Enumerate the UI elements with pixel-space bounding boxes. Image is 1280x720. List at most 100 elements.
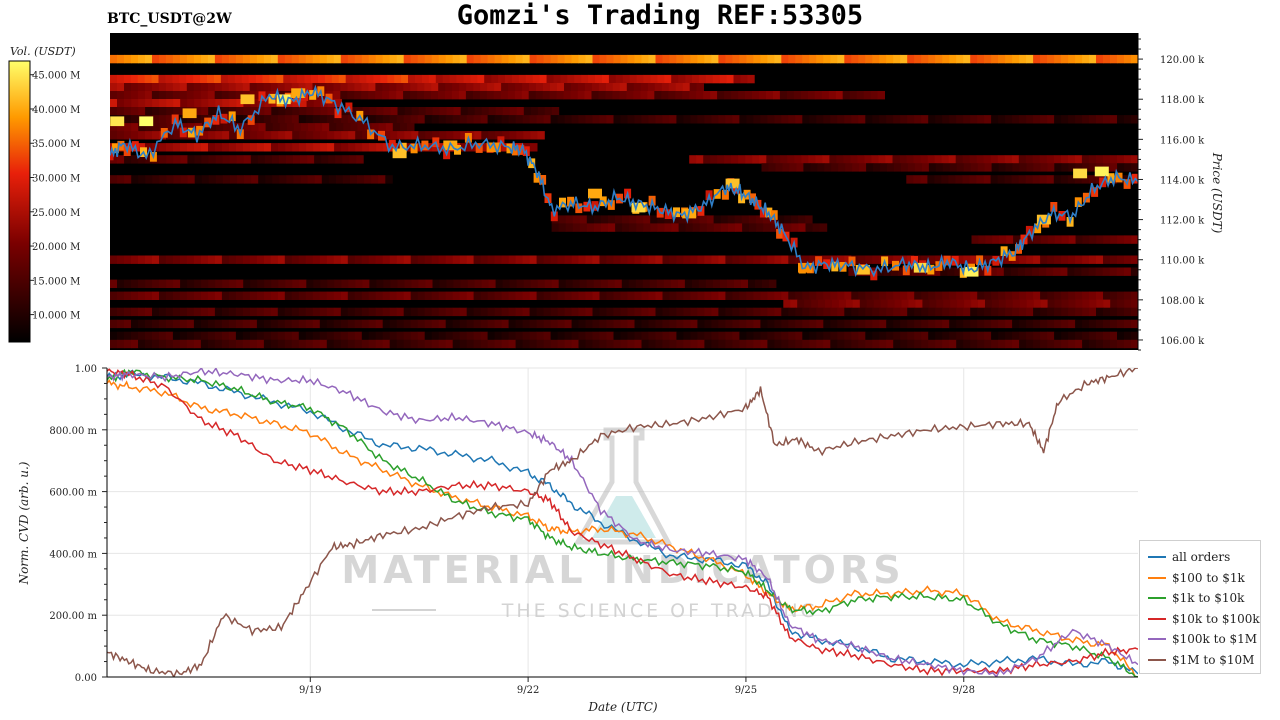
liquidity-band — [264, 279, 272, 288]
liquidity-band — [636, 74, 644, 84]
liquidity-band — [1116, 267, 1125, 276]
liquidity-band — [340, 319, 349, 329]
liquidity-band — [1026, 307, 1034, 317]
liquidity-band — [124, 83, 132, 92]
liquidity-band — [592, 307, 600, 317]
liquidity-band — [809, 115, 817, 124]
liquidity-band — [477, 74, 485, 84]
liquidity-band — [1124, 255, 1132, 264]
liquidity-band — [242, 319, 251, 329]
liquidity-band — [1004, 155, 1013, 164]
liquidity-band — [269, 74, 277, 84]
liquidity-band — [936, 299, 944, 308]
liquidity-band — [145, 54, 153, 64]
liquidity-band — [913, 175, 921, 184]
liquidity-band — [1013, 235, 1021, 244]
liquidity-band — [661, 83, 670, 92]
liquidity-band — [692, 215, 700, 224]
liquidity-band — [856, 91, 865, 100]
liquidity-band — [1033, 339, 1041, 349]
liquidity-band — [557, 54, 565, 64]
liquidity-band — [991, 115, 999, 124]
liquidity-band — [963, 339, 971, 349]
liquidity-band — [890, 267, 899, 276]
liquidity-band — [458, 91, 467, 100]
liquidity-band — [229, 279, 237, 288]
liquidity-band — [612, 91, 620, 100]
liquidity-band — [774, 115, 782, 124]
liquidity-band — [501, 307, 509, 317]
liquidity-band — [228, 331, 237, 341]
liquidity-band — [375, 331, 384, 341]
liquidity-band — [187, 155, 195, 164]
liquidity-band — [1040, 319, 1048, 329]
liquidity-band — [145, 155, 153, 164]
liquidity-band — [759, 155, 767, 164]
liquidity-band — [333, 255, 342, 264]
liquidity-band — [678, 74, 686, 84]
liquidity-band — [567, 74, 575, 84]
liquidity-band — [355, 131, 363, 140]
liquidity-band — [256, 291, 265, 300]
liquidity-band — [1075, 299, 1083, 308]
liquidity-band — [131, 279, 139, 288]
liquidity-band — [669, 115, 677, 124]
liquidity-band — [221, 255, 230, 264]
liquidity-band — [696, 91, 704, 100]
liquidity-band — [984, 319, 992, 329]
liquidity-band — [438, 339, 447, 349]
liquidity-band — [236, 279, 244, 288]
liquidity-band — [445, 331, 454, 341]
liquidity-band — [487, 319, 495, 329]
liquidity-band — [522, 115, 530, 124]
liquidity-band — [928, 163, 937, 172]
liquidity-band — [138, 54, 146, 64]
liquidity-band — [927, 155, 935, 164]
liquidity-band — [131, 255, 139, 264]
liquidity-band — [221, 319, 230, 329]
liquidity-band — [622, 74, 630, 84]
liquidity-band — [865, 339, 873, 349]
liquidity-band — [991, 331, 999, 341]
liquidity-band — [145, 131, 153, 140]
liquidity-band — [529, 255, 537, 264]
liquidity-band — [242, 339, 251, 349]
liquidity-band — [584, 83, 593, 92]
liquidity-band — [145, 255, 153, 264]
liquidity-band — [138, 279, 146, 288]
liquidity-band — [998, 291, 1006, 300]
liquidity-band — [922, 299, 930, 308]
liquidity-band — [711, 54, 719, 64]
liquidity-band — [347, 115, 356, 124]
hot-cell — [1073, 168, 1088, 179]
liquidity-band — [387, 74, 395, 84]
liquidity-band — [494, 83, 502, 92]
liquidity-band — [131, 291, 139, 300]
liquidity-band — [1006, 235, 1014, 244]
liquidity-band — [725, 54, 733, 64]
liquidity-band — [837, 115, 845, 124]
liquidity-band — [557, 255, 565, 264]
liquidity-band — [466, 54, 475, 64]
liquidity-band — [699, 215, 707, 224]
liquidity-band — [564, 331, 572, 341]
liquidity-band — [662, 255, 670, 264]
liquidity-band — [208, 175, 217, 184]
liquidity-band — [410, 339, 419, 349]
liquidity-band — [753, 331, 761, 341]
liquidity-band — [228, 54, 237, 64]
colorbar-tick-label: 25.000 M — [32, 208, 80, 219]
liquidity-band — [588, 74, 596, 84]
liquidity-band — [586, 279, 595, 288]
liquidity-band — [998, 339, 1006, 349]
liquidity-band — [830, 307, 838, 317]
liquidity-band — [347, 91, 355, 100]
watermark: MATERIAL INDICATORS THE SCIENCE OF TRADI… — [341, 427, 901, 622]
legend-item: $1M to $10M — [1140, 650, 1260, 671]
liquidity-band — [445, 319, 454, 329]
liquidity-band — [1019, 299, 1028, 308]
liquidity-band — [221, 339, 230, 349]
liquidity-band — [298, 307, 307, 317]
liquidity-band — [186, 339, 195, 349]
liquidity-band — [1117, 115, 1125, 124]
